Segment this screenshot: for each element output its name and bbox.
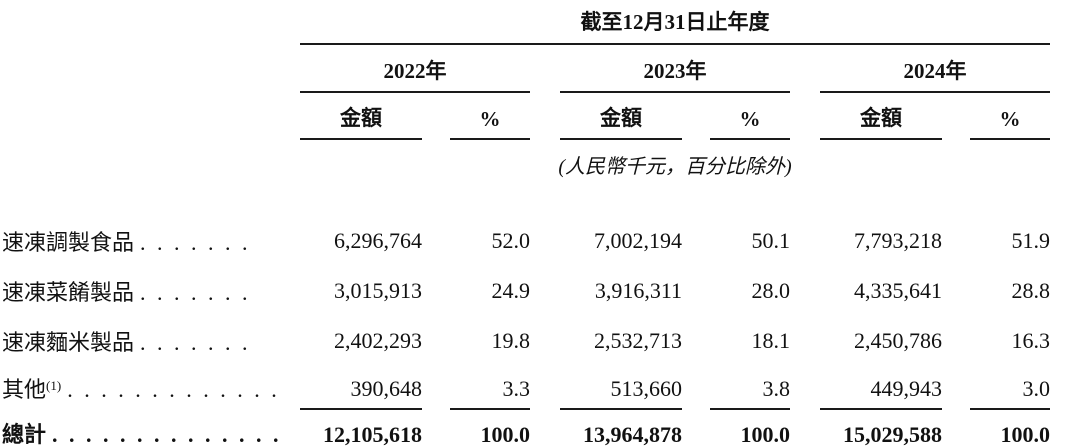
amount-cell: 3,916,311 [594, 278, 682, 303]
percent-cell: 16.3 [1011, 328, 1051, 353]
row-label: 其他 [2, 377, 47, 402]
period-header: 截至12月31日止年度 [300, 6, 1050, 45]
amount-cell: 2,402,293 [334, 328, 422, 353]
total-amount-value: 15,029,588 [843, 422, 942, 447]
leader-dots: . . . . . . . [140, 330, 251, 355]
col-header-percent: % [710, 93, 790, 140]
table-row-frozen-dish-products: 速凍菜餚製品. . . . . . . 3,015,913 24.9 3,916… [2, 266, 1050, 316]
total-amount-value: 13,964,878 [583, 422, 682, 447]
amount-cell: 6,296,764 [334, 228, 422, 253]
amount-cell: 390,648 [300, 366, 422, 410]
col-header-amount: 金額 [820, 93, 942, 140]
col-header-amount: 金額 [560, 93, 682, 140]
leader-dots: . . . . . . . [140, 230, 251, 255]
amount-cell: 2,532,713 [594, 328, 682, 353]
percent-cell: 3.0 [970, 366, 1050, 410]
total-row: 總計. . . . . . . . . . . . . . 12,105,618… [2, 410, 1050, 447]
total-percent-value: 100.0 [480, 422, 531, 447]
col-header-percent: % [450, 93, 530, 140]
amount-cell: 3,015,913 [334, 278, 422, 303]
total-percent-value: 100.0 [740, 422, 791, 447]
table-row-others: 其他(1) . . . . . . . . . . . . . 390,648 3… [2, 366, 1050, 410]
period-header-row: 截至12月31日止年度 [2, 6, 1050, 45]
amount-cell: 4,335,641 [854, 278, 942, 303]
percent-cell: 28.0 [751, 278, 791, 303]
percent-cell: 24.9 [491, 278, 531, 303]
col-header-percent: % [970, 93, 1050, 140]
total-label: 總計 [2, 422, 47, 447]
percent-cell: 50.1 [751, 228, 791, 253]
total-amount-cell: 13,964,878 [560, 410, 682, 447]
leader-dots: . . . . . . . [140, 280, 251, 305]
percent-cell: 19.8 [491, 328, 531, 353]
percent-cell: 3.8 [710, 366, 790, 410]
amount-cell: 7,002,194 [594, 228, 682, 253]
column-header-row: 金額 % 金額 % 金額 % [2, 93, 1050, 140]
row-label: 速凍菜餚製品 [2, 280, 135, 305]
year-header-2023: 2023年 [560, 45, 790, 93]
total-amount-cell: 12,105,618 [300, 410, 422, 447]
footnote-superscript: (1) [46, 378, 62, 393]
amount-cell: 513,660 [560, 366, 682, 410]
leader-dots: . . . . . . . . . . . . . [67, 377, 280, 402]
total-amount-cell: 15,029,588 [820, 410, 942, 447]
table-row-frozen-noodle-rice-products: 速凍麵米製品. . . . . . . 2,402,293 19.8 2,532… [2, 316, 1050, 366]
leader-dots: . . . . . . . . . . . . . . [52, 422, 282, 447]
total-percent-cell: 100.0 [970, 410, 1051, 447]
percent-cell: 3.3 [450, 366, 530, 410]
unit-note-row: (人民幣千元，百分比除外) [2, 140, 1050, 188]
percent-cell: 52.0 [491, 228, 531, 253]
year-header-row: 2022年 2023年 2024年 [2, 45, 1050, 93]
unit-note: (人民幣千元，百分比除外) [558, 155, 792, 178]
row-label: 速凍調製食品 [2, 230, 135, 255]
amount-cell: 2,450,786 [854, 328, 942, 353]
year-header-2022: 2022年 [300, 45, 530, 93]
total-percent-cell: 100.0 [710, 410, 791, 447]
percent-cell: 18.1 [751, 328, 791, 353]
total-percent-value: 100.0 [1000, 422, 1051, 447]
year-header-2024: 2024年 [820, 45, 1050, 93]
spacer-row [2, 188, 1050, 216]
amount-cell: 7,793,218 [854, 228, 942, 253]
table-row-frozen-prepared-food: 速凍調製食品. . . . . . . 6,296,764 52.0 7,002… [2, 216, 1050, 266]
percent-cell: 28.8 [1011, 278, 1051, 303]
total-percent-cell: 100.0 [450, 410, 531, 447]
col-header-amount: 金額 [300, 93, 422, 140]
row-label: 速凍麵米製品 [2, 330, 135, 355]
total-amount-value: 12,105,618 [323, 422, 422, 447]
revenue-breakdown-table: 截至12月31日止年度 2022年 2023年 2024年 金額 % 金額 % … [2, 6, 1050, 447]
amount-cell: 449,943 [820, 366, 942, 410]
percent-cell: 51.9 [1011, 228, 1051, 253]
